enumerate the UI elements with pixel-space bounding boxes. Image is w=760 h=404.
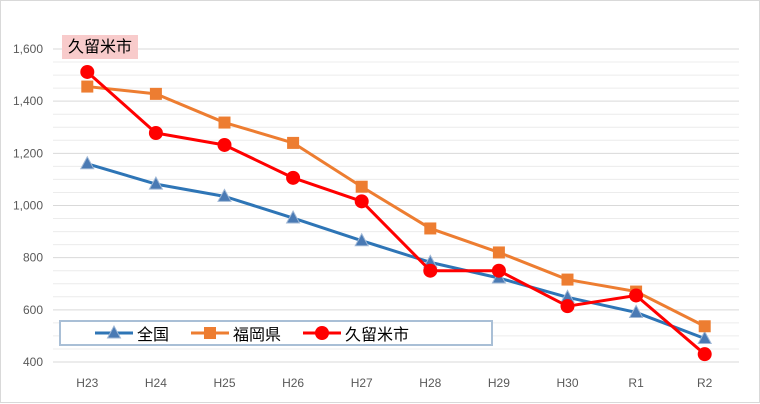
y-tick-label: 1,000: [13, 199, 43, 213]
data-point-1: [355, 180, 368, 193]
data-point-1: [698, 320, 711, 333]
legend-label: 福岡県: [233, 325, 282, 344]
x-tick-label: H30: [556, 376, 578, 390]
y-tick-label: 600: [23, 303, 43, 317]
data-point-2: [491, 263, 506, 278]
data-point-0: [697, 330, 713, 345]
y-tick-label: 1,600: [13, 42, 43, 56]
chart-title: 久留米市: [62, 35, 139, 59]
data-point-1: [81, 80, 94, 93]
data-point-2: [629, 288, 644, 303]
data-point-0: [79, 155, 95, 170]
data-point-2: [697, 347, 712, 362]
data-point-2: [148, 125, 163, 140]
y-tick-label: 1,400: [13, 94, 43, 108]
y-tick-label: 400: [23, 355, 43, 369]
data-point-2: [286, 170, 301, 185]
legend-item: 福岡県: [191, 321, 281, 345]
legend-label: 全国: [137, 325, 170, 344]
series-line-1: [87, 85, 706, 328]
data-point-1: [424, 222, 437, 235]
x-tick-label: H26: [282, 376, 304, 390]
legend-swatch: [95, 324, 133, 339]
x-tick-label: H27: [351, 376, 373, 390]
data-point-1: [218, 116, 231, 129]
legend-item: 全国: [95, 321, 169, 345]
data-point-2: [354, 194, 369, 209]
x-tick-label: R1: [628, 376, 644, 390]
x-tick-label: H29: [488, 376, 510, 390]
data-point-2: [217, 137, 232, 152]
x-tick-label: H25: [213, 376, 235, 390]
legend-swatch: [191, 327, 230, 339]
y-tick-label: 1,200: [13, 146, 43, 160]
legend-swatch: [303, 326, 342, 340]
data-point-1: [287, 136, 300, 149]
data-point-2: [560, 299, 575, 314]
data-point-0: [217, 188, 232, 202]
data-point-1: [561, 273, 574, 286]
series-line-2: [86, 70, 706, 356]
data-point-1: [492, 246, 505, 259]
data-point-1: [149, 87, 162, 100]
x-tick-label: H23: [76, 376, 98, 390]
data-point-0: [354, 232, 370, 247]
y-tick-label: 800: [23, 251, 43, 265]
legend-item: 久留米市: [303, 321, 409, 345]
data-point-2: [80, 64, 95, 79]
series-line-0: [86, 162, 706, 340]
data-point-0: [628, 304, 644, 318]
data-point-0: [285, 209, 301, 224]
legend-label: 久留米市: [345, 325, 410, 344]
legend: 全国 福岡県 久留米市: [59, 320, 493, 346]
x-tick-label: R2: [697, 376, 713, 390]
data-point-2: [423, 263, 438, 278]
x-tick-label: H28: [419, 376, 441, 390]
x-tick-label: H24: [145, 376, 167, 390]
data-point-0: [148, 176, 164, 190]
